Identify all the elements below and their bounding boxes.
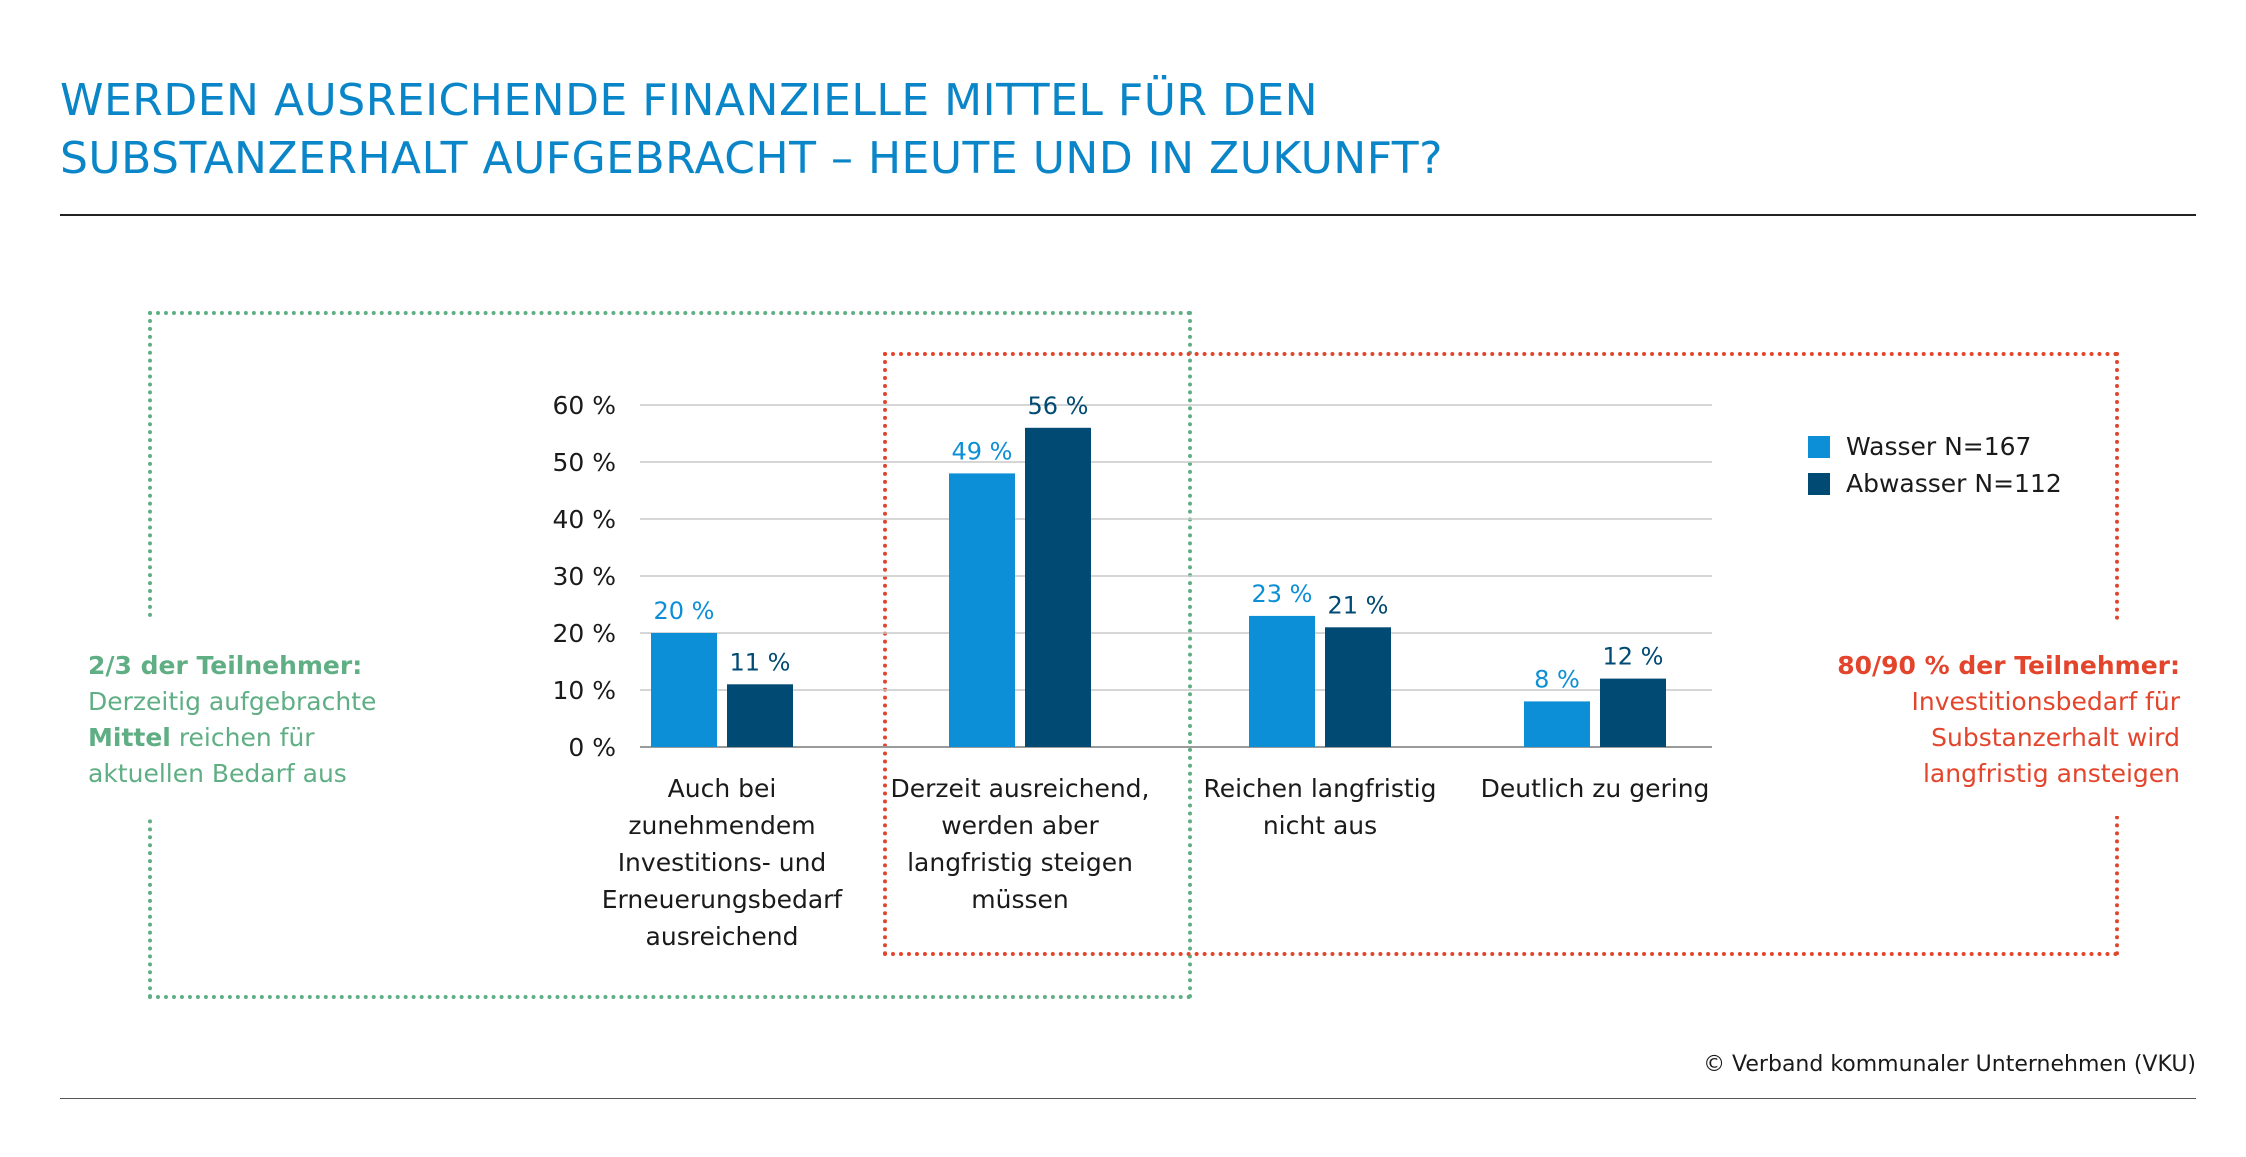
y-tick-label: 10 %: [552, 676, 616, 705]
copyright-notice: © Verband kommunaler Unternehmen (VKU): [1703, 1052, 2196, 1077]
bar-wasser: [1524, 701, 1590, 747]
x-category-label-line: Investitions- und: [617, 848, 827, 877]
title-line-1: WERDEN AUSREICHENDE FINANZIELLE MITTEL F…: [60, 75, 1319, 126]
x-category-label-line: Auch bei: [667, 774, 777, 803]
bar-wasser: [949, 473, 1015, 747]
legend-item-wasser: Wasser N=167: [1808, 428, 2062, 465]
x-category-label-line: werden aber: [941, 811, 1099, 840]
y-tick-label: 50 %: [552, 448, 616, 477]
legend-swatch-abwasser: [1808, 472, 1830, 495]
x-category-label-line: ausreichend: [645, 922, 799, 951]
right-callout: 80/90 % der Teilnehmer: Investitionsbeda…: [1770, 648, 2180, 792]
bar-value-label: 8 %: [1534, 665, 1580, 693]
x-category-label: Reichen langfristig nicht aus: [1175, 770, 1465, 844]
top-divider: [60, 214, 2196, 216]
legend-label-wasser: Wasser N=167: [1846, 432, 2032, 461]
x-category-label-line: Erneuerungsbedarf: [601, 885, 843, 914]
x-category-label-line: müssen: [971, 885, 1069, 914]
bar-value-label: 20 %: [654, 597, 715, 625]
page-title: WERDEN AUSREICHENDE FINANZIELLE MITTEL F…: [60, 72, 1660, 188]
left-callout: 2/3 der Teilnehmer: Derzeitig aufgebrach…: [88, 648, 418, 792]
bar-abwasser: [727, 684, 793, 747]
bar-value-label: 49 %: [952, 437, 1013, 465]
bar-wasser: [651, 633, 717, 747]
legend-item-abwasser: Abwasser N=112: [1808, 465, 2062, 502]
left-callout-line-2: reichen für: [170, 723, 315, 752]
y-tick-label: 0 %: [568, 733, 616, 762]
y-tick-label: 20 %: [552, 619, 616, 648]
x-category-label-line: langfristig steigen: [907, 848, 1133, 877]
bar-wasser: [1249, 615, 1315, 747]
right-callout-line-2: Substanzerhalt wird: [1931, 723, 2180, 752]
bar-abwasser: [1325, 627, 1391, 747]
x-category-label-line: Reichen langfristig: [1203, 774, 1437, 803]
y-tick-label: 30 %: [552, 562, 616, 591]
y-tick-label: 40 %: [552, 505, 616, 534]
x-category-label-line: Derzeit ausreichend,: [890, 774, 1150, 803]
x-category-label: Auch bei zunehmendem Investitions- und Erne…: [577, 770, 867, 955]
left-callout-line-3: aktuellen Bedarf aus: [88, 759, 347, 788]
bar-value-label: 12 %: [1603, 643, 1664, 671]
bar-abwasser: [1025, 427, 1091, 747]
x-category-label-line: nicht aus: [1262, 811, 1378, 840]
x-category-label: Deutlich zu gering: [1450, 770, 1740, 807]
chart-value-labels: 20 % 49 % 23 % 8 % 11 % 56 % 21 % 12 %: [654, 392, 1664, 694]
title-line-2: SUBSTANZERHALT AUFGEBRACHT – HEUTE UND I…: [60, 133, 1443, 184]
green-frame-gap: [140, 620, 160, 816]
left-callout-line-1: Derzeitig aufgebrachte: [88, 687, 377, 716]
bar-abwasser: [1600, 678, 1666, 747]
bar-value-label: 11 %: [730, 648, 791, 676]
chart-bars: [651, 427, 1666, 747]
left-callout-bold-word: Mittel: [88, 723, 171, 752]
x-category-label: Derzeit ausreichend, werden aber langfrist…: [875, 770, 1165, 918]
chart-legend: Wasser N=167 Abwasser N=112: [1808, 428, 2062, 502]
bar-value-label: 23 %: [1252, 580, 1313, 608]
legend-swatch-wasser: [1808, 435, 1830, 458]
legend-label-abwasser: Abwasser N=112: [1846, 469, 2062, 498]
x-category-label-line: zunehmendem: [628, 811, 816, 840]
right-callout-line-3: langfristig ansteigen: [1922, 759, 2180, 788]
x-category-label-line: Deutlich zu gering: [1480, 774, 1710, 803]
y-tick-label: 60 %: [552, 391, 616, 420]
bar-value-label: 21 %: [1328, 591, 1389, 619]
red-frame-gap: [2110, 620, 2130, 816]
chart-grid: [640, 404, 1712, 748]
y-axis-ticks: 0 % 10 % 20 % 30 % 40 % 50 % 60 %: [552, 391, 616, 762]
right-callout-line-1: Investitionsbedarf für: [1911, 687, 2180, 716]
left-callout-heading: 2/3 der Teilnehmer:: [88, 651, 363, 680]
right-callout-heading: 80/90 % der Teilnehmer:: [1837, 651, 2180, 680]
bar-value-label: 56 %: [1028, 392, 1089, 420]
bottom-divider: [60, 1098, 2196, 1099]
